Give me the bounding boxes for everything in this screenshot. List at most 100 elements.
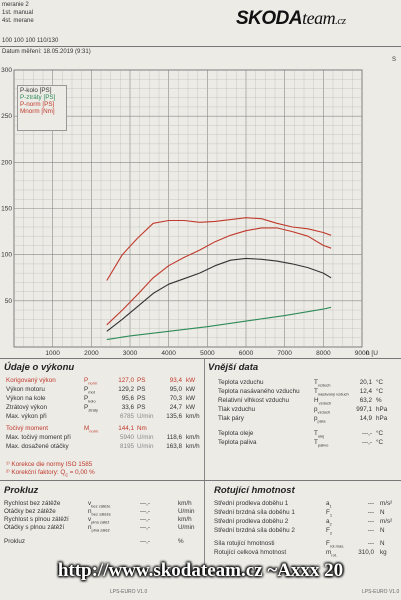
y-tick-label: 300	[1, 67, 12, 74]
row-symbol: a2	[326, 518, 332, 527]
row-label: Otáčky s plnou zátěží	[4, 524, 65, 531]
row-unit: N	[380, 527, 385, 534]
header-line-4: 100 100 100 110/130	[2, 38, 59, 44]
footer-left: LPS-EURO V1.0	[110, 589, 148, 595]
row-label: Max. dosažené otáčky	[6, 443, 69, 450]
row-unit-2: km/h	[186, 443, 200, 450]
row-label: Tlak vzduchu	[218, 406, 256, 413]
divider-2	[204, 481, 205, 571]
legend-item-m-norm: Mnorm [Nm]	[20, 108, 55, 115]
row-label: Relativní vlhkost vzduchu	[218, 397, 290, 404]
row-label: Max. výkon při	[6, 413, 47, 420]
row-label: Tlak páry	[218, 415, 244, 422]
series-line-2	[106, 227, 332, 326]
measure-date: Datum měření: 18.05.2019 (9:31)	[2, 49, 91, 55]
section-title-vykon: Údaje o výkonu	[4, 362, 75, 373]
row-label: Točivý moment	[6, 425, 48, 432]
row-unit: N	[380, 509, 385, 516]
row-symbol: nplná zátěž	[88, 524, 110, 533]
row-value-2: 70,3	[169, 395, 182, 402]
row-label: Teplota vzduchu	[218, 379, 264, 386]
series-line-0	[106, 257, 332, 332]
row-symbol: F1	[326, 509, 333, 518]
header-rule	[0, 46, 401, 47]
legend-item-p-ztraty: P-ztráty [PS]	[20, 94, 56, 101]
y-tick-label: 150	[1, 206, 12, 213]
header-line-1: meranie 2	[2, 2, 29, 8]
x-tick-label: 2000	[84, 350, 99, 357]
section-title-prokluz: Prokluz	[4, 485, 39, 496]
row-label: Prokluz	[4, 538, 25, 545]
row-value-2: 95,0	[169, 386, 182, 393]
row-value: ---,-	[139, 538, 150, 545]
row-label: Otáčky bez zátěže	[4, 508, 56, 515]
row-label: Teplota nasávaného vzduchu	[218, 388, 300, 395]
row-label: Ztrátový výkon	[6, 404, 47, 411]
row-value-1: 6785	[119, 413, 134, 420]
row-label: Rychlost bez zátěže	[4, 500, 61, 507]
rule-chart-bottom	[0, 358, 401, 359]
row-symbol: ppára	[314, 415, 326, 424]
row-label: Teplota oleje	[218, 430, 254, 437]
row-value: 63,2	[359, 397, 372, 404]
row-unit-2: kW	[186, 386, 196, 393]
row-value-2: 135,6	[166, 413, 182, 420]
row-unit: N	[380, 540, 385, 547]
series-line-1	[106, 306, 332, 341]
row-symbol: Tvzduch	[314, 379, 331, 388]
row-unit-1: Nm	[137, 425, 147, 432]
x-tick-label: 1000	[45, 350, 60, 357]
x-tick-label: 7000	[277, 350, 292, 357]
row-value-2: 118,6	[166, 434, 182, 441]
row-unit: m/s²	[380, 518, 393, 525]
row-value: 20,1	[359, 379, 372, 386]
row-value: ---,-	[361, 430, 372, 437]
divider-1	[204, 359, 205, 480]
row-unit-1: PS	[137, 377, 146, 384]
row-value-2: 24,7	[169, 404, 182, 411]
x-tick-label: 8000	[316, 350, 331, 357]
y-tick-label: 250	[1, 113, 12, 120]
row-unit-1: PS	[137, 386, 146, 393]
row-symbol: Tnasávaný vzduch	[314, 388, 349, 397]
row-value: 997,1	[356, 406, 372, 413]
row-unit: %	[376, 397, 382, 404]
row-value-2: 93,4	[169, 377, 182, 384]
row-unit-1: U/min	[137, 413, 154, 420]
row-unit: hPa	[376, 406, 388, 413]
row-unit-1: U/min	[137, 443, 154, 450]
rule-mid	[0, 480, 401, 481]
row-unit-1: PS	[137, 395, 146, 402]
row-unit: km/h	[178, 516, 192, 523]
row-unit-1: U/min	[137, 434, 154, 441]
row-value: ---	[367, 509, 374, 516]
row-symbol: Frot.mas.	[326, 540, 345, 549]
row-unit: °C	[376, 379, 384, 386]
x-tick-label: 6000	[239, 350, 254, 357]
y-tick-label: 50	[5, 298, 13, 305]
chart-grid	[13, 69, 363, 348]
watermark: http://www.skodateam.cz ~Axxx 20	[57, 560, 344, 581]
x-tick-label: 5000	[200, 350, 215, 357]
row-unit: km/h	[178, 500, 192, 507]
section-title-hmotnost: Rotující hmotnost	[214, 485, 295, 496]
row-unit-2: kW	[186, 404, 196, 411]
row-symbol: Pnorm	[84, 377, 98, 386]
row-value: ---	[367, 518, 374, 525]
row-unit: °C	[376, 430, 384, 437]
row-label: Střední prodleva doběhu 1	[214, 500, 289, 507]
row-value: ---,-	[139, 516, 150, 523]
row-symbol: Pmot	[84, 386, 95, 395]
legend-item-p-norm: P-norm [PS]	[20, 101, 55, 108]
row-symbol: a1	[326, 500, 332, 509]
row-value-1: 8195	[119, 443, 134, 450]
row-label: Střední prodleva doběhu 2	[214, 518, 289, 525]
row-unit: U/min	[178, 508, 195, 515]
row-value: ---,-	[139, 508, 150, 515]
row-value: 310,0	[358, 549, 374, 556]
section-title-vnejsi: Vnější data	[208, 362, 259, 373]
row-label: Výkon motoru	[6, 386, 45, 393]
row-unit: kg	[380, 549, 387, 556]
row-unit-2: kW	[186, 377, 196, 384]
